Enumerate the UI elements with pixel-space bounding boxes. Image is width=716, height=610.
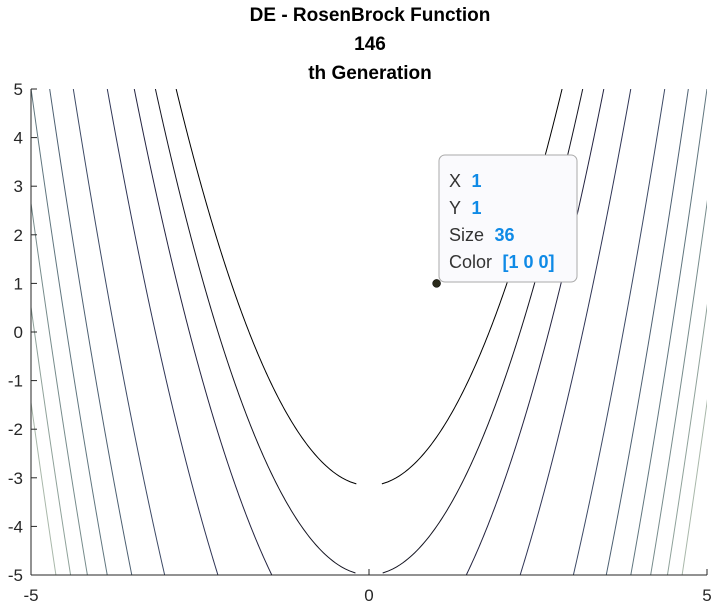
contour-line bbox=[681, 399, 707, 575]
y-tick-label: -4 bbox=[8, 517, 23, 536]
contour-line bbox=[31, 398, 57, 575]
y-tick-label: 1 bbox=[14, 274, 23, 293]
contour-line bbox=[106, 89, 219, 575]
datatip-box bbox=[438, 154, 578, 283]
y-tick-label: -3 bbox=[8, 469, 23, 488]
data-points bbox=[432, 279, 441, 288]
datatip-row-x: X 1 bbox=[449, 171, 481, 191]
datatip-x-value: 1 bbox=[471, 171, 481, 191]
datatip-color-key: Color bbox=[449, 252, 492, 272]
x-tick-label: 5 bbox=[702, 586, 711, 605]
x-tick-label: -5 bbox=[23, 586, 38, 605]
contour-line bbox=[49, 89, 133, 575]
contour-line bbox=[650, 199, 707, 575]
y-tick-label: -2 bbox=[8, 420, 23, 439]
contour-line bbox=[630, 89, 707, 575]
y-axis-ticks: 5 4 3 2 1 0 -1 -2 -3 -4 -5 bbox=[8, 80, 37, 585]
datatip-y-value: 1 bbox=[471, 198, 481, 218]
contour-line bbox=[519, 89, 632, 575]
contour-line bbox=[72, 89, 166, 575]
y-tick-label: 3 bbox=[14, 177, 23, 196]
datatip-x-key: X bbox=[449, 171, 461, 191]
datatip-size-value: 36 bbox=[494, 225, 514, 245]
contour-line bbox=[572, 89, 666, 575]
y-tick-label: -5 bbox=[8, 566, 23, 585]
contour-line bbox=[31, 89, 108, 575]
chart-title-line-1: DE - RosenBrock Function bbox=[250, 5, 491, 26]
contour-line bbox=[133, 89, 273, 575]
chart-title-line-2: 146 bbox=[354, 34, 386, 55]
contour-line bbox=[31, 199, 88, 575]
y-tick-label: 4 bbox=[14, 129, 23, 148]
y-tick-label: 2 bbox=[14, 226, 23, 245]
plot-background bbox=[31, 89, 707, 575]
y-tick-label: -1 bbox=[8, 372, 23, 391]
datatip[interactable]: X 1 Y 1 Size 36 Color [1 0 0] bbox=[438, 154, 578, 283]
contour-line bbox=[605, 89, 689, 575]
datatip-row-color: Color [1 0 0] bbox=[449, 252, 555, 272]
contour-line bbox=[666, 303, 707, 575]
data-point[interactable] bbox=[432, 279, 441, 288]
datatip-size-key: Size bbox=[449, 225, 484, 245]
plot-area: -5 0 5 5 4 3 2 1 0 -1 -2 -3 -4 -5 bbox=[8, 80, 712, 605]
contour-line bbox=[465, 89, 605, 575]
datatip-row-y: Y 1 bbox=[449, 198, 481, 218]
datatip-color-value: [1 0 0] bbox=[502, 252, 554, 272]
y-tick-label: 0 bbox=[14, 323, 23, 342]
y-tick-label: 5 bbox=[14, 80, 23, 99]
datatip-row-size: Size 36 bbox=[449, 225, 515, 245]
contour-line bbox=[175, 89, 357, 485]
chart-title-line-3: th Generation bbox=[308, 63, 432, 84]
datatip-y-key: Y bbox=[449, 198, 461, 218]
contour-line bbox=[154, 89, 356, 574]
contour-lines bbox=[31, 89, 707, 575]
x-tick-label: 0 bbox=[364, 586, 373, 605]
x-axis-ticks: -5 0 5 bbox=[23, 569, 712, 605]
